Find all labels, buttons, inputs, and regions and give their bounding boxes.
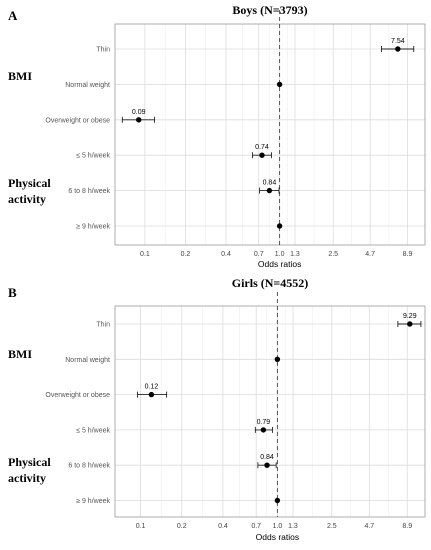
data-label: 7.54 [391, 38, 405, 45]
data-point [148, 391, 155, 398]
data-label: 0.74 [255, 144, 269, 151]
x-tick-label: 2.5 [327, 523, 337, 530]
plot-frame [114, 23, 426, 246]
x-tick-label: 0.1 [140, 251, 150, 258]
category-label: Thin [96, 47, 110, 54]
category-label: ≥ 9 h/week [76, 224, 110, 231]
x-axis-title: Odds ratios [256, 532, 299, 542]
x-tick-label: 1.0 [273, 523, 283, 530]
group-label: activity [8, 471, 46, 485]
chart-title: Boys (N=3793) [232, 3, 307, 17]
data-label: 9.29 [403, 313, 417, 320]
category-label: 6 to 8 h/week [68, 463, 110, 470]
x-tick-label: 2.5 [328, 251, 338, 258]
category-label: ≤ 5 h/week [76, 153, 110, 160]
group-label: Physical [8, 176, 51, 190]
chart-title: Girls (N=4552) [232, 276, 309, 290]
x-axis-title: Odds ratios [258, 259, 301, 269]
group-label: BMI [8, 69, 32, 83]
data-point [276, 223, 283, 229]
x-tick-label: 8.9 [403, 251, 413, 258]
category-label: Thin [96, 322, 110, 329]
x-tick-label: 4.7 [365, 251, 375, 258]
data-label: 0.79 [257, 419, 271, 426]
category-label: 6 to 8 h/week [68, 188, 110, 195]
data-point [274, 356, 281, 362]
data-point [395, 46, 401, 52]
x-tick-label: 8.9 [402, 523, 412, 530]
data-point [260, 427, 267, 433]
x-tick-label: 0.4 [221, 251, 231, 258]
data-label: 0.84 [263, 180, 277, 187]
x-tick-label: 1.3 [290, 251, 300, 258]
group-label: activity [8, 192, 46, 206]
category-label: Overweight or obese [45, 117, 110, 124]
panel-letter: B [8, 285, 17, 300]
category-label: ≥ 9 h/week [76, 498, 110, 505]
x-tick-label: 0.4 [218, 523, 228, 530]
data-point [266, 187, 273, 194]
chart-panel-b: B Girls (N=4552) BMI Physical activity Thin No… [8, 276, 426, 542]
data-point [136, 117, 142, 123]
data-label: 0.12 [145, 384, 159, 391]
x-tick-label: 0.7 [251, 523, 261, 530]
panel-letter: A [8, 8, 18, 23]
chart-panel-a: A Boys (N=3793) BMI Physical activity Thin Nor… [8, 3, 426, 269]
data-label: 0.84 [260, 454, 274, 461]
x-tick-label: 0.7 [254, 251, 264, 258]
x-tick-label: 1.3 [288, 523, 298, 530]
data-point [259, 152, 265, 158]
x-tick-label: 0.1 [136, 523, 146, 530]
plot-frame [114, 305, 426, 518]
x-tick-label: 0.2 [177, 523, 187, 530]
data-point [264, 462, 270, 468]
data-label: 0.09 [132, 109, 146, 116]
category-label: ≤ 5 h/week [76, 427, 110, 434]
data-point [274, 497, 281, 504]
category-label: Normal weight [65, 82, 110, 89]
x-tick-label: 1.0 [275, 251, 285, 258]
category-label: Overweight or obese [45, 392, 110, 399]
category-label: Normal weight [65, 357, 110, 364]
data-point [276, 81, 283, 88]
group-label: BMI [8, 347, 32, 361]
data-point [407, 321, 413, 327]
x-tick-label: 4.7 [364, 523, 374, 530]
x-tick-label: 0.2 [181, 251, 191, 258]
group-label: Physical [8, 455, 51, 469]
